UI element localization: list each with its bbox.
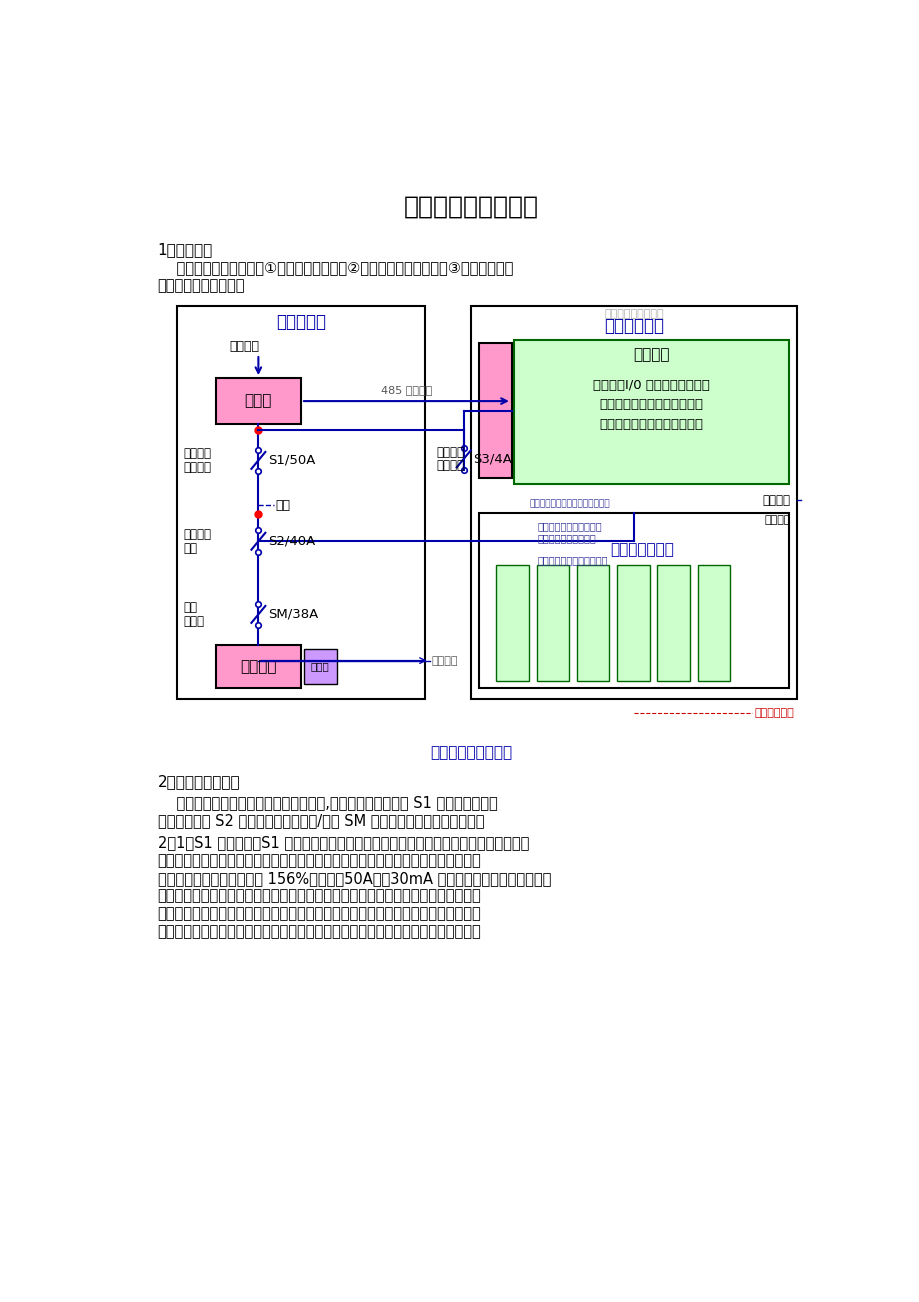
Text: 弱电总成: 弱电总成 <box>633 348 669 362</box>
Bar <box>479 513 789 689</box>
Text: 网络接口: 网络接口 <box>762 493 790 506</box>
Text: SM/38A: SM/38A <box>267 608 318 621</box>
Text: 交流充电桩电路简介: 交流充电桩电路简介 <box>403 194 539 219</box>
Bar <box>176 306 425 699</box>
Bar <box>304 648 336 684</box>
Bar <box>514 340 789 484</box>
Text: 漏电保护: 漏电保护 <box>437 458 464 471</box>
Text: 回路的用电安全。由于漏电保护功能的重要性，在弱电控制功能中增加了模拟测试该: 回路的用电安全。由于漏电保护功能的重要性，在弱电控制功能中增加了模拟测试该 <box>157 888 481 904</box>
Text: S1/50A: S1/50A <box>267 454 314 467</box>
Text: 报警（控制）电路发光板: 报警（控制）电路发光板 <box>537 522 601 531</box>
Text: 报警（控制）电路发光板通讯接口: 报警（控制）电路发光板通讯接口 <box>529 499 609 508</box>
Text: （剩余电流保护）的空气断路器。作为主回路上级开关在一般的过流故障时不希望该: （剩余电流保护）的空气断路器。作为主回路上级开关在一般的过流故障时不希望该 <box>157 853 481 868</box>
Text: 电磁锁: 电磁锁 <box>311 661 329 672</box>
Text: 三部分组成，如下图：: 三部分组成，如下图： <box>157 277 244 293</box>
Text: 接触器: 接触器 <box>183 615 204 628</box>
Text: 检测与控制电路: 检测与控制电路 <box>609 542 674 557</box>
Text: 总开关带: 总开关带 <box>183 447 211 460</box>
Bar <box>216 378 301 424</box>
Text: 充电插座: 充电插座 <box>240 659 277 674</box>
Bar <box>479 344 511 478</box>
Text: S3/4A: S3/4A <box>472 452 511 465</box>
Text: 由主板、I/0 接口板、读卡器、: 由主板、I/0 接口板、读卡器、 <box>593 379 709 392</box>
Text: 主控: 主控 <box>183 602 197 615</box>
Bar <box>495 565 528 681</box>
Text: 本型暂不安装: 本型暂不安装 <box>754 708 793 717</box>
Text: 控制，测量检测电路板: 控制，测量检测电路板 <box>537 533 596 543</box>
Text: 流限制功能的 S2 开关再到用作控制充/停的 SM 交流接触器最后至充电插座。: 流限制功能的 S2 开关再到用作控制充/停的 SM 交流接触器最后至充电插座。 <box>157 812 483 828</box>
Bar <box>216 646 301 687</box>
Text: 1、系统组成: 1、系统组成 <box>157 242 212 258</box>
Text: 485 数据通讯: 485 数据通讯 <box>380 385 432 395</box>
Text: 功能的电路，同时该模拟测试操作亦作为非常紧急（如：接触器出现粘连使检测状态: 功能的电路，同时该模拟测试操作亦作为非常紧急（如：接触器出现粘连使检测状态 <box>157 906 481 922</box>
Text: 开关断开，故选择额定电流 156%的电流（50A）。30mA 的剩余电流保护功能提供整个: 开关断开，故选择额定电流 156%的电流（50A）。30mA 的剩余电流保护功能… <box>157 871 550 885</box>
Text: 液晶触摸屏、打印机、信号灯: 液晶触摸屏、打印机、信号灯 <box>599 398 703 411</box>
Bar <box>471 306 796 699</box>
Text: 或者: 或者 <box>275 499 290 512</box>
Text: 2．1、S1 作用简介：S1 作为交流充电主回路的总开关，选用具有漏电自动断开保护功能: 2．1、S1 作用简介：S1 作为交流充电主回路的总开关，选用具有漏电自动断开保… <box>157 836 528 850</box>
Text: 接入端子: 接入端子 <box>230 340 259 353</box>
Bar <box>657 565 689 681</box>
Text: 弱电控制系统: 弱电控制系统 <box>604 318 664 336</box>
Bar <box>536 565 569 681</box>
Text: 弱电电源: 弱电电源 <box>437 447 464 460</box>
Bar <box>697 565 730 681</box>
Text: 交流充电桩原理框图: 交流充电桩原理框图 <box>430 746 512 760</box>
Bar <box>617 565 649 681</box>
Text: 漏电保护: 漏电保护 <box>183 461 211 474</box>
Text: 电能表: 电能表 <box>244 393 272 409</box>
Text: 2、交流充电主回路: 2、交流充电主回路 <box>157 773 240 789</box>
Text: 去上位机: 去上位机 <box>764 516 790 526</box>
Text: 电流限制: 电流限制 <box>183 527 211 540</box>
Text: 开关: 开关 <box>183 542 197 555</box>
Bar <box>576 565 608 681</box>
Text: 充电主回路: 充电主回路 <box>276 312 325 331</box>
Text: 报警检测与控制电路: 报警检测与控制电路 <box>604 309 664 319</box>
Text: 连接导引: 连接导引 <box>431 656 458 665</box>
Text: 控制，漏电模拟测试电路板: 控制，漏电模拟测试电路板 <box>537 556 607 565</box>
Text: 逻辑矛盾需要强迫断电，或其他恶性故障时需要强迫断电的）断电使用。辅助接点提: 逻辑矛盾需要强迫断电，或其他恶性故障时需要强迫断电的）断电使用。辅助接点提 <box>157 924 481 939</box>
Text: 本型交流充电桩基本由①交流充电主回路、②报警检测与控制电路、③弱电控制系统: 本型交流充电桩基本由①交流充电主回路、②报警检测与控制电路、③弱电控制系统 <box>157 260 513 275</box>
Text: 充电主回路电源由铜排煨制的端子接入,经带漏电保护功能的 S1 总开关到用作电: 充电主回路电源由铜排煨制的端子接入,经带漏电保护功能的 S1 总开关到用作电 <box>157 796 497 810</box>
Text: 照明灯、喇叭、导引电路组成: 照明灯、喇叭、导引电路组成 <box>599 418 703 431</box>
Text: S2/40A: S2/40A <box>267 535 314 548</box>
